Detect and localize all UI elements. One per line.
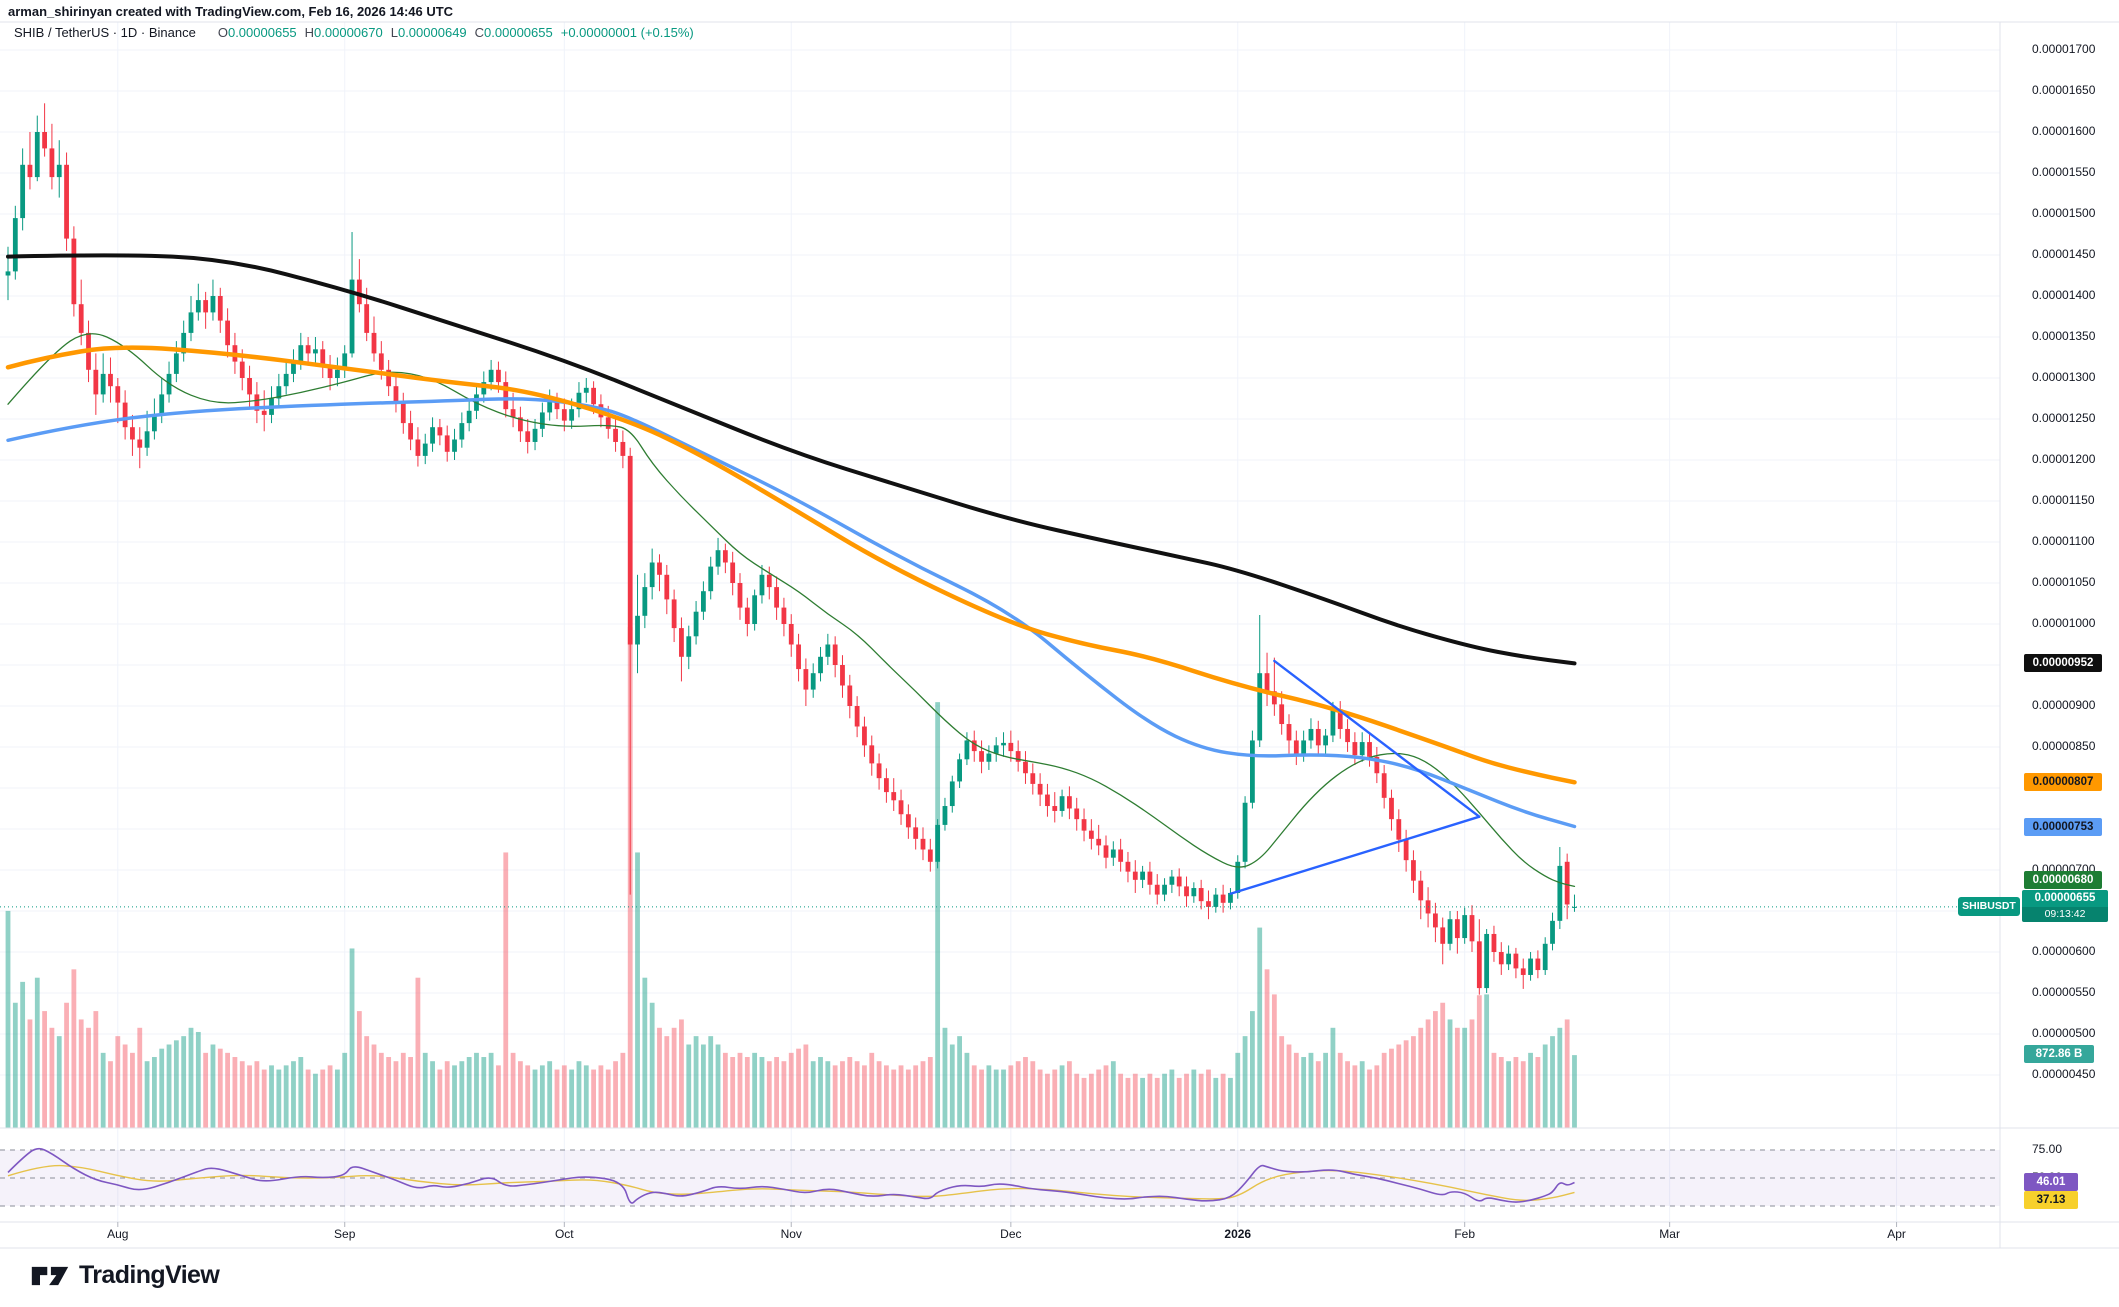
- tradingview-logo[interactable]: TradingView: [30, 1261, 220, 1290]
- price-tick-label: 0.00001250: [2032, 411, 2096, 425]
- price-tick-label: 0.00001400: [2032, 288, 2096, 302]
- month-label-aug: Aug: [107, 1227, 129, 1241]
- ma-orange-price-badge: 0.00000807: [2024, 773, 2102, 792]
- ma-mid-orange: [5, 345, 1577, 785]
- descending-resistance[interactable]: [1273, 659, 1481, 818]
- last-price-value: 0.00000655: [2034, 891, 2096, 904]
- price-tick-label: 0.00001650: [2032, 83, 2096, 97]
- low-label: L: [390, 25, 398, 40]
- open-value: 0.00000655: [227, 25, 297, 40]
- close-label: C: [474, 25, 485, 40]
- low-value: 0.00000649: [397, 25, 467, 40]
- price-tick-label: 0.00000900: [2032, 698, 2096, 712]
- month-label-nov: Nov: [780, 1227, 802, 1241]
- ma-green-price-badge: 0.00000680: [2024, 870, 2102, 889]
- grid-layer: [0, 22, 2000, 1222]
- price-tick-label: 0.00001200: [2032, 452, 2096, 466]
- price-tick-label: 0.00001600: [2032, 124, 2096, 138]
- moving-averages-layer: [5, 253, 1577, 888]
- high-label: H: [304, 25, 315, 40]
- tradingview-wordmark: TradingView: [79, 1261, 220, 1289]
- price-tick-label: 0.00001500: [2032, 206, 2096, 220]
- month-label-dec: Dec: [1000, 1227, 1022, 1241]
- month-label-2026: 2026: [1224, 1227, 1252, 1241]
- price-tick-label: 0.00001550: [2032, 165, 2096, 179]
- price-tick-label: 0.00001300: [2032, 370, 2096, 384]
- open-label: O: [217, 25, 228, 40]
- price-tick-label: 0.00001000: [2032, 616, 2096, 630]
- trendline-drawings-layer[interactable]: [1229, 659, 1481, 895]
- rsi-signal-badge: 37.13: [2024, 1191, 2078, 1210]
- price-tick-label: 0.00001700: [2032, 42, 2096, 56]
- month-label-apr: Apr: [1887, 1227, 1906, 1241]
- pane-borders-layer: [0, 21, 2119, 1249]
- price-tick-label: 0.00001150: [2032, 493, 2095, 507]
- ma-long-black: [6, 253, 1577, 666]
- attribution-text: arman_shirinyan created with TradingView…: [8, 4, 454, 19]
- price-tick-label: 0.00000500: [2032, 1026, 2096, 1040]
- ma-mid-blue: [6, 397, 1577, 829]
- change-value: +0.00000001 (+0.15%): [560, 25, 694, 40]
- price-tick-label: 0.00001100: [2032, 534, 2095, 548]
- candlestick-layer: [5, 103, 1577, 995]
- tradingview-logo-icon: [31, 1266, 69, 1285]
- price-tick-label: 0.00000850: [2032, 739, 2096, 753]
- high-value: 0.00000670: [314, 25, 383, 40]
- volume-bars-layer: [5, 627, 1577, 1128]
- price-tick-label: 0.00000550: [2032, 985, 2096, 999]
- bar-countdown: 09:13:42: [2022, 906, 2108, 922]
- ma-black-price-badge: 0.00000952: [2024, 654, 2102, 673]
- price-tick-label: 0.00001450: [2032, 247, 2096, 261]
- rsi-tick-label: 75.00: [2032, 1142, 2063, 1156]
- month-label-feb: Feb: [1454, 1227, 1476, 1241]
- month-label-mar: Mar: [1659, 1227, 1680, 1241]
- symbol-info-bar[interactable]: SHIB / TetherUS · 1D · Binance O0.0000065…: [14, 25, 694, 40]
- price-tick-label: 0.00000600: [2032, 944, 2096, 958]
- symbol-price-line-label: SHIBUSDT: [1958, 896, 2020, 916]
- last-price-badge: 0.00000655 09:13:42: [2022, 889, 2108, 922]
- price-tick-label: 0.00001050: [2032, 575, 2096, 589]
- ascending-support[interactable]: [1229, 815, 1481, 895]
- price-tick-label: 0.00000450: [2032, 1067, 2096, 1081]
- rsi-value-badge: 46.01: [2024, 1173, 2078, 1192]
- month-label-sep: Sep: [334, 1227, 356, 1241]
- ma-blue-price-badge: 0.00000753: [2024, 817, 2102, 836]
- rsi-pane-layer: [0, 1147, 2000, 1207]
- volume-value-badge: 872.86 B: [2024, 1045, 2094, 1064]
- month-label-oct: Oct: [554, 1227, 574, 1241]
- symbol-title: SHIB / TetherUS · 1D · Binance: [14, 25, 196, 40]
- time-axis[interactable]: Aug Sep Oct Nov Dec 2026 Feb Mar Apr: [0, 1222, 2119, 1248]
- close-value: 0.00000655: [484, 25, 553, 40]
- price-tick-label: 0.00001350: [2032, 329, 2096, 343]
